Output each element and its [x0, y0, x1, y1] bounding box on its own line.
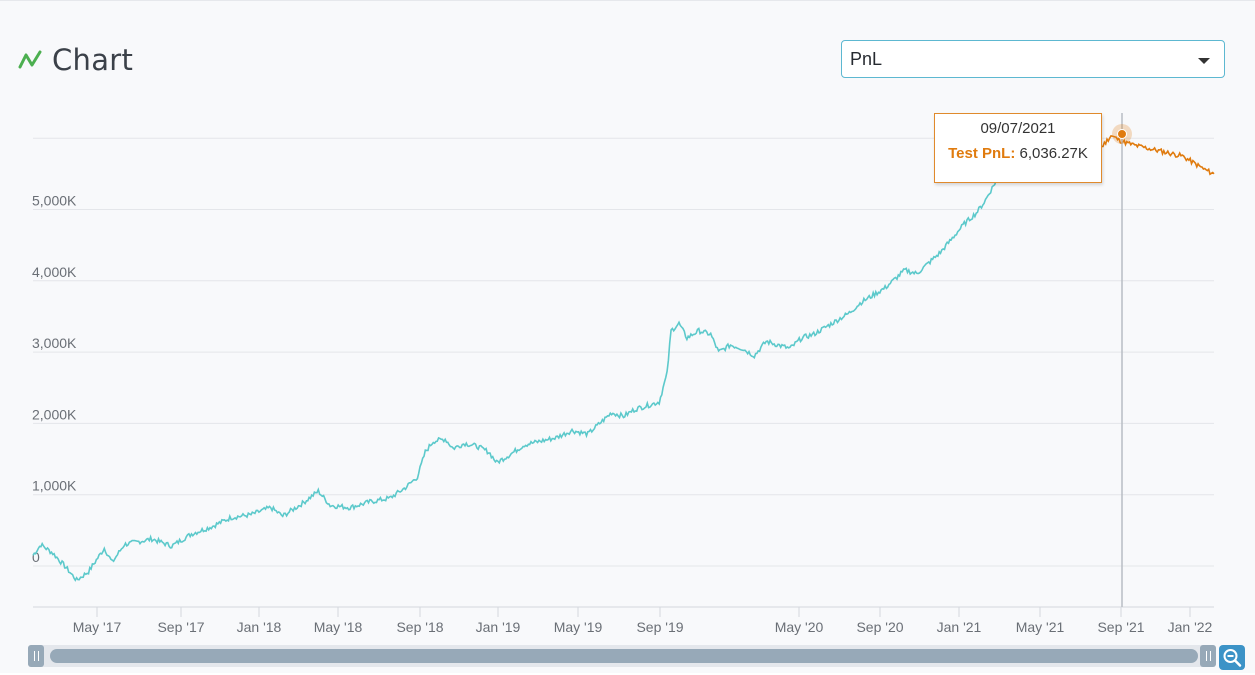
- scroll-thumb[interactable]: [50, 649, 1198, 663]
- page-title: Chart: [52, 43, 134, 77]
- tooltip-date: 09/07/2021: [980, 120, 1056, 137]
- y-tick-label: 3,000K: [32, 335, 77, 351]
- y-tick-label: 2,000K: [32, 406, 77, 422]
- line-chart-icon: [18, 50, 42, 69]
- grid-lines: [33, 137, 1214, 567]
- chevron-down-icon: [1198, 58, 1210, 64]
- x-tick-label: Sep '21: [1097, 619, 1144, 635]
- x-tick-label: Jan '19: [476, 619, 521, 635]
- metric-select-value: PnL: [850, 48, 883, 69]
- hover-point[interactable]: [1117, 129, 1127, 139]
- x-tick-label: May '19: [554, 619, 603, 635]
- x-tick-label: Sep '20: [856, 619, 903, 635]
- range-start-handle[interactable]: [28, 645, 44, 667]
- pnl-line-chart[interactable]: 0 1,000K 2,000K 3,000K 4,000K 5,000K May '17 S…: [0, 0, 1255, 640]
- x-tick-label: Sep '17: [157, 619, 204, 635]
- train-series-line: [32, 148, 1081, 582]
- tooltip-series-label: Test PnL:: [948, 145, 1016, 162]
- y-tick-label: 1,000K: [32, 478, 77, 494]
- tooltip-value: 6,036.27K: [1019, 145, 1088, 162]
- y-tick-label: 0: [32, 549, 40, 565]
- x-tick-label: May '18: [314, 619, 363, 635]
- x-tick-label: May '20: [775, 619, 824, 635]
- y-tick-label: 4,000K: [32, 264, 77, 280]
- x-tick-label: Jan '22: [1168, 619, 1213, 635]
- x-tick-label: Jan '21: [937, 619, 982, 635]
- zoom-out-button[interactable]: [1219, 645, 1245, 670]
- x-tick-label: Jan '18: [237, 619, 282, 635]
- x-tick-label: May '21: [1016, 619, 1065, 635]
- range-end-handle[interactable]: [1200, 645, 1216, 667]
- tooltip-row: Test PnL: 6,036.27K: [935, 145, 1101, 162]
- x-tick-label: Sep '19: [636, 619, 683, 635]
- range-scrollbar[interactable]: [28, 645, 1216, 667]
- chart-header: Chart: [18, 40, 133, 80]
- y-tick-label: 5,000K: [32, 193, 77, 209]
- zoom-out-icon: [1223, 649, 1242, 667]
- x-tick-label: Sep '18: [396, 619, 443, 635]
- metric-select[interactable]: PnL: [841, 40, 1225, 78]
- hover-tooltip: 09/07/2021 Test PnL: 6,036.27K: [934, 113, 1102, 183]
- x-axis: May '17 Sep '17 Jan '18 May '18 Sep '18 Jan '…: [73, 607, 1213, 635]
- y-axis: 0 1,000K 2,000K 3,000K 4,000K 5,000K: [32, 193, 77, 566]
- x-tick-label: May '17: [73, 619, 122, 635]
